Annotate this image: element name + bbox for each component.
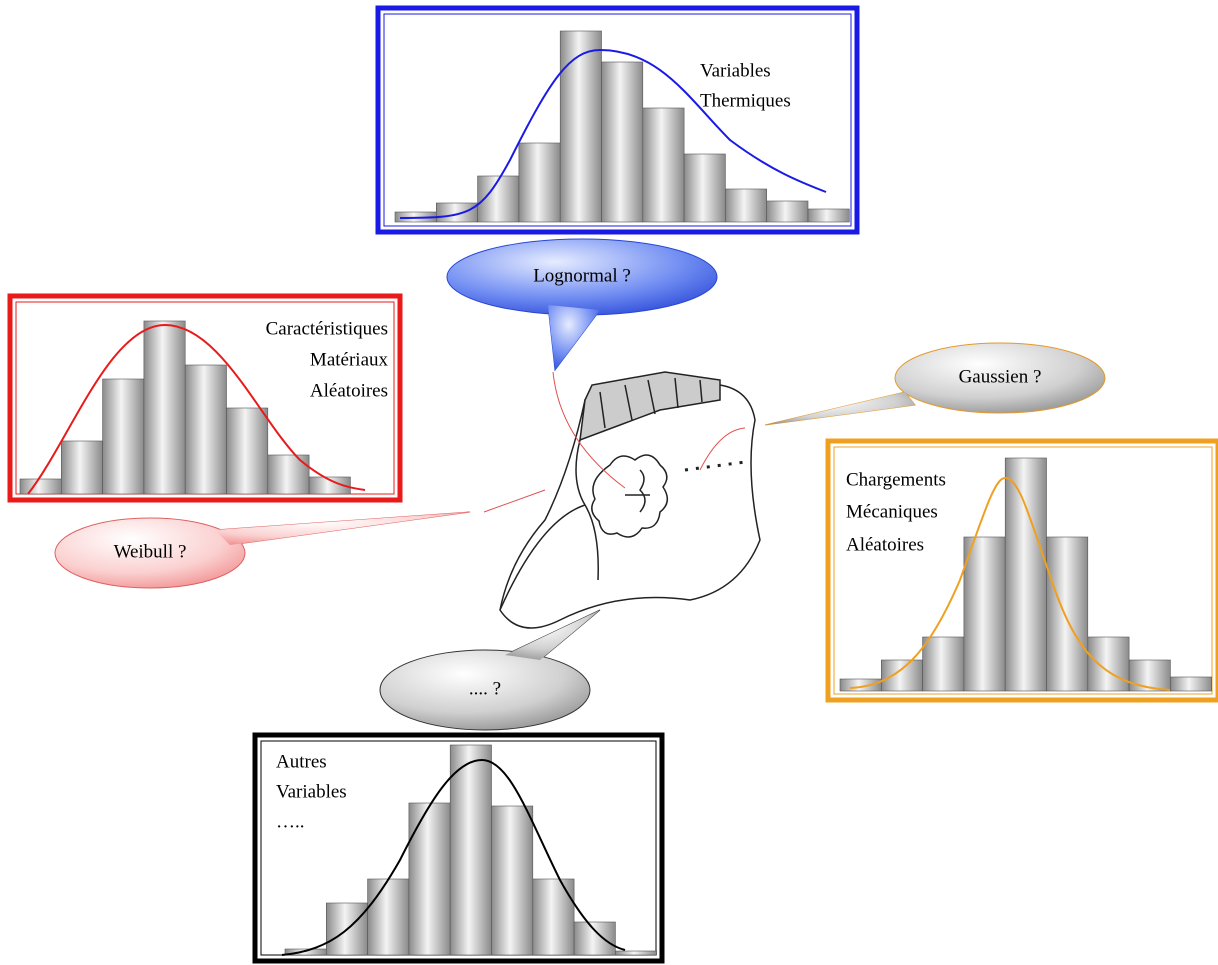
histogram-bar [60, 440, 103, 495]
histogram-panel: Variables Thermiques [375, 5, 860, 235]
histogram-bar [963, 536, 1006, 692]
histogram-bar [880, 659, 923, 692]
histogram-bar [642, 107, 685, 223]
panel-label: Variables [700, 60, 771, 81]
histogram-bar [491, 805, 534, 956]
density-curve [849, 476, 1171, 691]
bubble [379, 649, 591, 731]
histogram-bar [308, 476, 351, 495]
histogram-bar [1170, 676, 1213, 692]
panel-inner-frame [383, 13, 852, 227]
bubble-tail-join [215, 512, 470, 545]
bubble-tail-join [548, 305, 600, 370]
histogram-bar [408, 802, 451, 956]
histogram-bar [683, 153, 726, 223]
histogram-bar [615, 950, 658, 956]
histogram-bar [807, 208, 850, 223]
speech-bubble: Weibull ? [54, 511, 471, 589]
panel-label: Autres [276, 751, 327, 772]
density-curve [399, 48, 827, 219]
histogram-bar [725, 188, 768, 223]
histogram-bar [532, 878, 575, 956]
panel-label: ….. [276, 811, 305, 832]
arrow [552, 371, 626, 489]
histogram-bar [573, 921, 616, 956]
panel-label: Matériaux [310, 349, 389, 370]
panel-label: Mécaniques [846, 501, 938, 522]
bubble-label: Lognormal ? [533, 265, 631, 286]
bubble-label: Weibull ? [114, 541, 187, 562]
panel-label: Thermiques [700, 90, 791, 111]
histogram-bar [143, 320, 186, 495]
bubble-label: .... ? [469, 678, 501, 699]
histogram-bar [1128, 659, 1171, 692]
histogram-bar [559, 30, 602, 223]
density-curve [281, 758, 626, 956]
histogram-bar [267, 454, 310, 495]
histogram-bar [839, 678, 882, 692]
arrow [483, 489, 546, 513]
bubble [894, 342, 1106, 414]
panel-label: Aléatoires [310, 380, 388, 401]
histogram-bar [601, 61, 644, 223]
density-curve [27, 323, 366, 495]
speech-bubble: Lognormal ? [446, 238, 718, 372]
histogram-bar [518, 142, 561, 223]
histogram-bar [922, 636, 965, 692]
histogram-bar [1004, 457, 1047, 692]
histogram-bar [102, 378, 145, 495]
bubble [54, 517, 246, 589]
histogram-panel: Caractéristiques Matériaux Aléatoires [7, 293, 403, 503]
speech-bubble: .... ? [379, 609, 601, 731]
bubble-tail-join [765, 392, 915, 425]
histogram-bar [19, 478, 62, 495]
material-sketch [499, 371, 761, 629]
histogram-bar [449, 744, 492, 956]
histogram-bar [1046, 536, 1089, 692]
bubble-tail-join [505, 610, 600, 660]
arrow [699, 427, 746, 471]
panel-inner-frame [833, 446, 1213, 695]
histogram-panel: Chargements Mécaniques Aléatoires [825, 438, 1218, 703]
bubble-label: Gaussien ? [959, 366, 1042, 387]
histogram-bar [226, 407, 269, 495]
histogram-bar [435, 202, 478, 223]
histogram-bar [367, 878, 410, 956]
speech-bubble: Gaussien ? [764, 342, 1106, 426]
panel-label: Chargements [846, 469, 946, 490]
panel-label: Caractéristiques [266, 318, 388, 339]
panel-label: Variables [276, 781, 347, 802]
panel-label: Aléatoires [846, 534, 924, 555]
histogram-bar [184, 364, 227, 495]
histogram-panel: Autres Variables ….. [252, 732, 665, 964]
histogram-bar [766, 200, 809, 223]
histogram-bar [1087, 636, 1130, 692]
